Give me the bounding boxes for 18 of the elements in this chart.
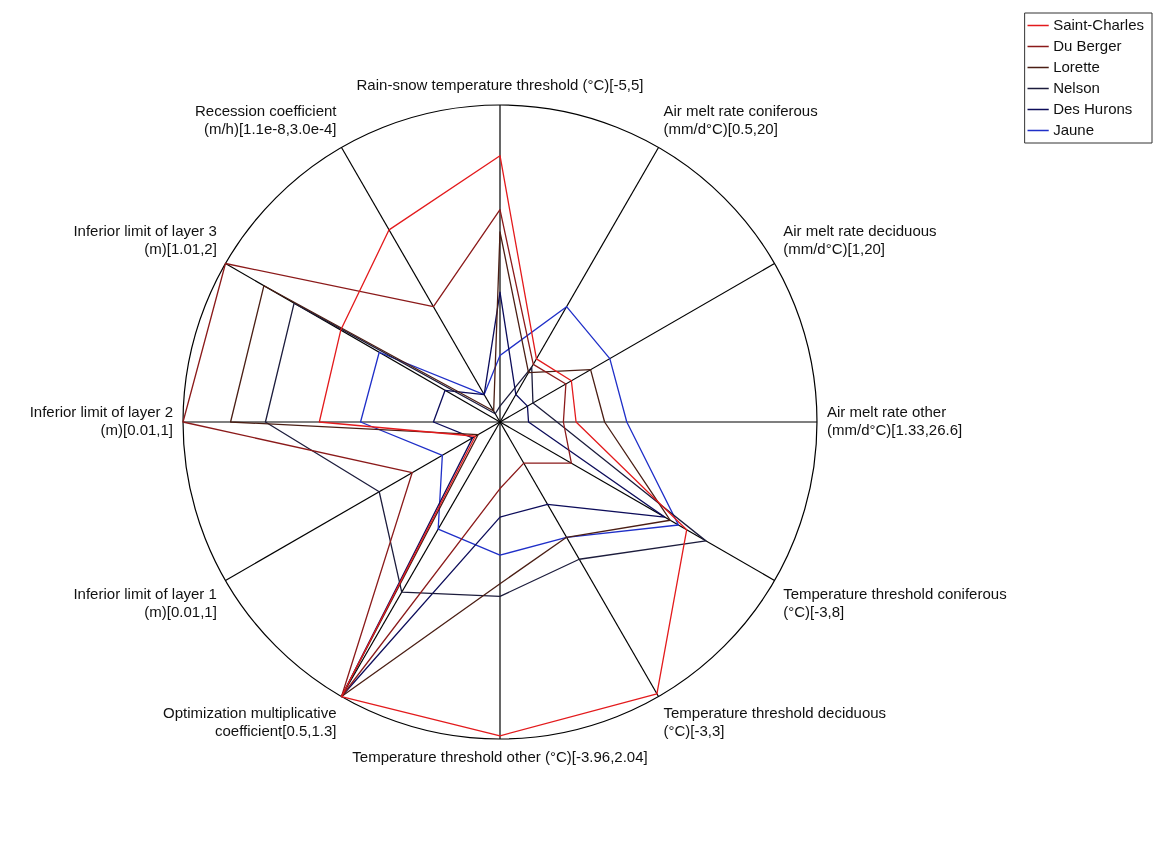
spoke-label: Recession coefficient (m/h)[1.1e-8,3.0e-4] bbox=[195, 101, 338, 137]
legend-label: Saint-Charles bbox=[1053, 15, 1144, 33]
legend-label: Nelson bbox=[1053, 78, 1100, 96]
spoke-label: Optimization multiplicative coefficient[0.5,1.3] bbox=[163, 704, 337, 740]
spoke-label: Air melt rate other (mm/d°C)[1.33,26.6] bbox=[826, 403, 963, 439]
legend-label: Lorette bbox=[1053, 57, 1100, 75]
legend-label: Du Berger bbox=[1053, 36, 1122, 54]
spoke-label: Air melt rate coniferous (mm/d°C)[0.5,20] bbox=[663, 101, 818, 137]
legend-label: Jaune bbox=[1053, 120, 1094, 138]
spoke-label: Inferior limit of layer 3 (m)[1.01,2] bbox=[73, 221, 217, 257]
spoke-label: Temperature threshold other (°C)[-3.96,2.04] bbox=[352, 748, 648, 766]
spoke-label: Rain-snow temperature threshold (°C)[-5,5] bbox=[356, 76, 644, 94]
spoke-label: Temperature threshold deciduous (°C)[-3,3] bbox=[663, 704, 887, 740]
spoke-label: Inferior limit of layer 2 (m)[0.01,1] bbox=[29, 403, 174, 439]
spoke-label: Temperature threshold coniferous (°C)[-3,8] bbox=[783, 584, 1007, 620]
spoke-label: Air melt rate deciduous (mm/d°C)[1,20] bbox=[783, 221, 937, 257]
legend-label: Des Hurons bbox=[1053, 99, 1133, 117]
spoke-label: Inferior limit of layer 1 (m)[0.01,1] bbox=[73, 584, 217, 620]
